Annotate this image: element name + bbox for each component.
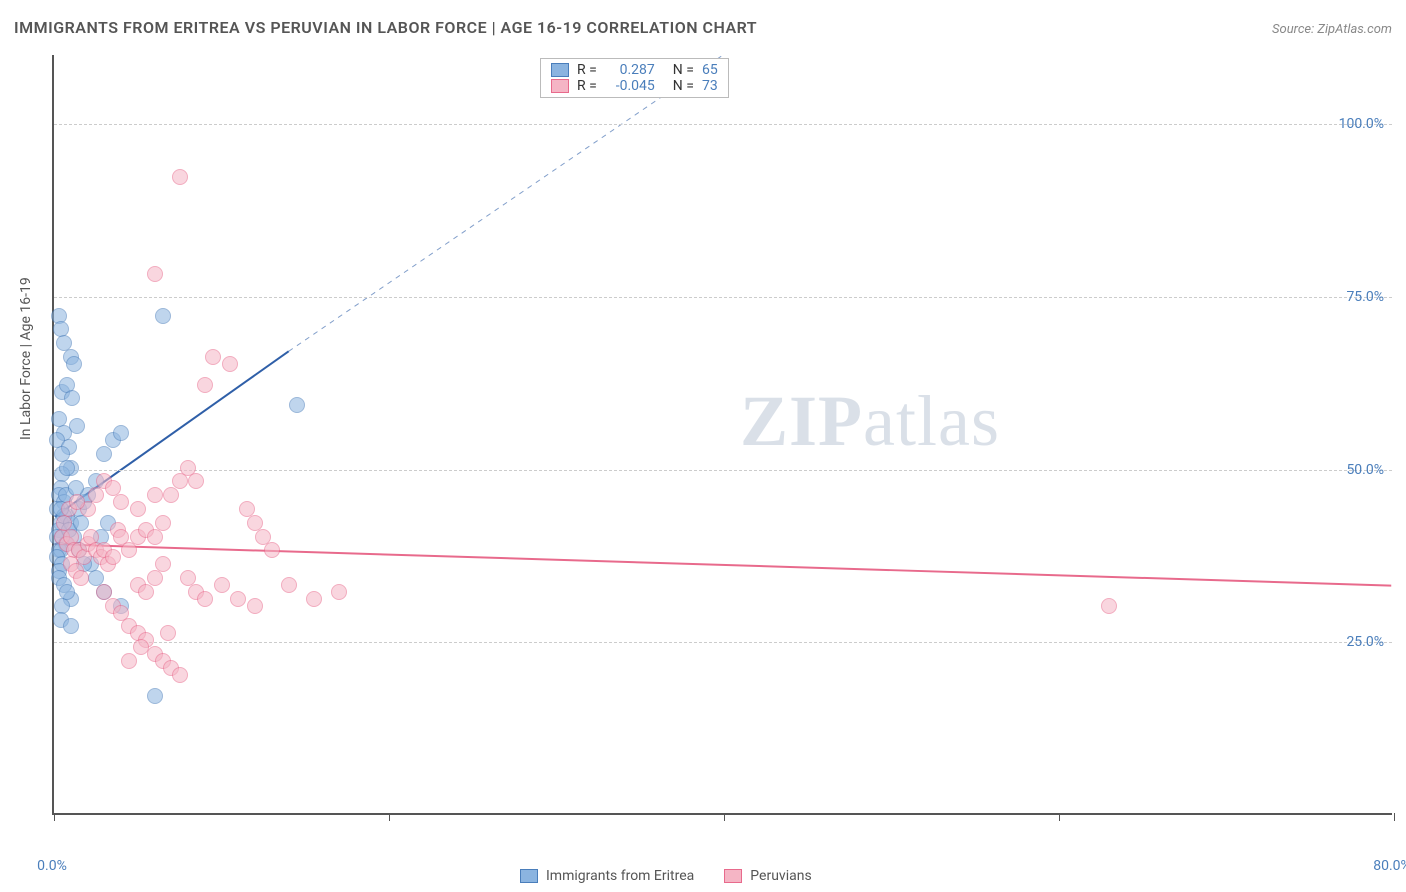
data-point bbox=[197, 591, 213, 607]
data-point bbox=[222, 356, 238, 372]
data-point bbox=[73, 515, 89, 531]
stats-n-label: N = bbox=[673, 78, 694, 94]
data-point bbox=[289, 397, 305, 413]
data-point bbox=[96, 446, 112, 462]
gridline bbox=[54, 297, 1392, 298]
legend-swatch bbox=[520, 869, 538, 883]
stats-r-value: -0.045 bbox=[605, 78, 655, 94]
data-point bbox=[155, 556, 171, 572]
data-point bbox=[59, 584, 75, 600]
legend-item: Peruvians bbox=[724, 868, 811, 884]
data-point bbox=[147, 266, 163, 282]
data-point bbox=[64, 390, 80, 406]
data-point bbox=[133, 639, 149, 655]
data-point bbox=[88, 487, 104, 503]
stats-swatch bbox=[551, 79, 569, 93]
data-point bbox=[264, 542, 280, 558]
data-point bbox=[197, 377, 213, 393]
data-point bbox=[230, 591, 246, 607]
data-point bbox=[56, 515, 72, 531]
source-label: Source: ZipAtlas.com bbox=[1272, 22, 1392, 37]
data-point bbox=[69, 494, 85, 510]
chart-title: IMMIGRANTS FROM ERITREA VS PERUVIAN IN L… bbox=[14, 18, 757, 37]
chart-lines bbox=[54, 55, 1392, 813]
stats-box: R = 0.287 N = 65 R = -0.045 N = 73 bbox=[540, 58, 729, 98]
stats-row: R = 0.287 N = 65 bbox=[551, 62, 718, 78]
data-point bbox=[147, 570, 163, 586]
xtick-label: 0.0% bbox=[37, 858, 67, 874]
data-point bbox=[73, 570, 89, 586]
data-point bbox=[147, 688, 163, 704]
stats-swatch bbox=[551, 63, 569, 77]
data-point bbox=[205, 349, 221, 365]
plot-area: 25.0% 50.0% 75.0% 100.0% bbox=[52, 55, 1392, 815]
data-point bbox=[147, 529, 163, 545]
data-point bbox=[113, 425, 129, 441]
stats-n-label: N = bbox=[673, 62, 694, 78]
data-point bbox=[155, 308, 171, 324]
legend-item: Immigrants from Eritrea bbox=[520, 868, 694, 884]
data-point bbox=[281, 577, 297, 593]
data-point bbox=[172, 667, 188, 683]
data-point bbox=[66, 356, 82, 372]
data-point bbox=[247, 598, 263, 614]
xtick bbox=[1059, 813, 1060, 821]
data-point bbox=[188, 473, 204, 489]
legend-label: Immigrants from Eritrea bbox=[546, 868, 694, 884]
legend: Immigrants from Eritrea Peruvians bbox=[520, 868, 812, 884]
xtick bbox=[389, 813, 390, 821]
data-point bbox=[155, 515, 171, 531]
xtick bbox=[1394, 813, 1395, 821]
stats-n-value: 65 bbox=[702, 62, 718, 78]
gridline bbox=[54, 642, 1392, 643]
data-point bbox=[113, 494, 129, 510]
data-point bbox=[121, 653, 137, 669]
stats-r-value: 0.287 bbox=[605, 62, 655, 78]
data-point bbox=[172, 473, 188, 489]
y-axis-label: In Labor Force | Age 16-19 bbox=[18, 277, 34, 440]
data-point bbox=[306, 591, 322, 607]
data-point bbox=[147, 487, 163, 503]
stats-r-label: R = bbox=[577, 62, 597, 78]
ytick-label: 50.0% bbox=[1346, 462, 1384, 478]
xtick bbox=[54, 813, 55, 821]
data-point bbox=[214, 577, 230, 593]
legend-swatch bbox=[724, 869, 742, 883]
data-point bbox=[63, 618, 79, 634]
stats-row: R = -0.045 N = 73 bbox=[551, 78, 718, 94]
data-point bbox=[121, 542, 137, 558]
ytick-label: 25.0% bbox=[1346, 634, 1384, 650]
stats-n-value: 73 bbox=[702, 78, 718, 94]
legend-label: Peruvians bbox=[750, 868, 811, 884]
xtick bbox=[724, 813, 725, 821]
data-point bbox=[105, 549, 121, 565]
xtick-label: 80.0% bbox=[1373, 858, 1406, 874]
ytick-label: 100.0% bbox=[1339, 116, 1384, 132]
data-point bbox=[138, 584, 154, 600]
data-point bbox=[130, 501, 146, 517]
data-point bbox=[163, 487, 179, 503]
data-point bbox=[331, 584, 347, 600]
data-point bbox=[1101, 598, 1117, 614]
data-point bbox=[172, 169, 188, 185]
ytick-label: 75.0% bbox=[1346, 289, 1384, 305]
stats-r-label: R = bbox=[577, 78, 597, 94]
data-point bbox=[59, 460, 75, 476]
gridline bbox=[54, 124, 1392, 125]
data-point bbox=[160, 625, 176, 641]
gridline bbox=[54, 470, 1392, 471]
